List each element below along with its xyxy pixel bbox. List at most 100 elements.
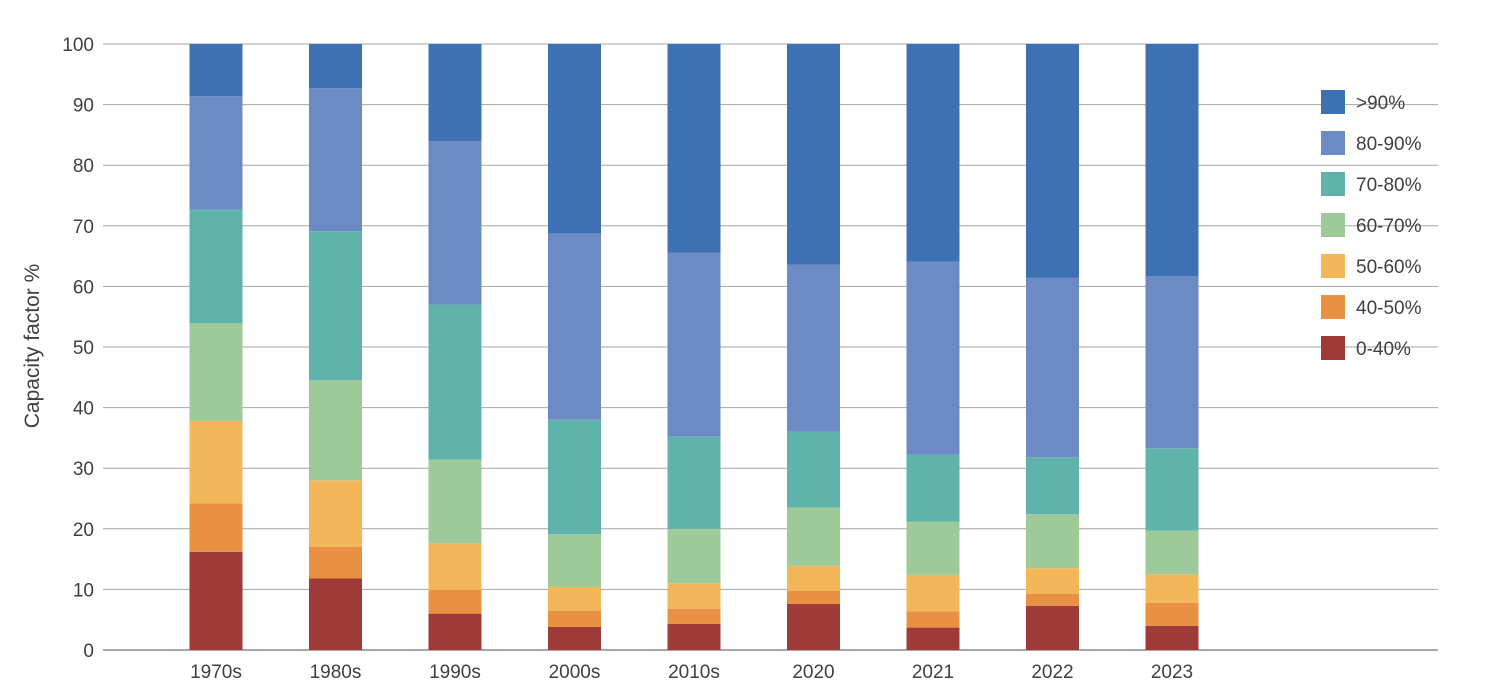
bar-segment bbox=[667, 623, 721, 650]
bar-segment bbox=[1026, 44, 1079, 278]
y-tick-label: 40 bbox=[73, 399, 94, 420]
bars bbox=[189, 44, 1199, 650]
bar-segment bbox=[667, 528, 721, 584]
bar-segment bbox=[906, 44, 960, 262]
bar-segment bbox=[428, 44, 482, 141]
bar-segment bbox=[189, 323, 243, 421]
x-tick-label: 2023 bbox=[1151, 662, 1193, 683]
bar-segment bbox=[906, 261, 960, 455]
x-axis-ticks: 1970s 1980s 1990s 2000s 2010s 2020 2021 2022 202… bbox=[190, 662, 1193, 683]
y-tick-label: 60 bbox=[73, 277, 94, 298]
legend-swatch bbox=[1321, 336, 1345, 360]
bar-segment bbox=[548, 586, 601, 611]
bar-segment bbox=[548, 626, 601, 650]
bar-segment bbox=[1026, 568, 1079, 594]
y-axis-ticks: 0 10 20 30 40 50 60 70 80 90 100 bbox=[62, 35, 94, 662]
bar-segment bbox=[667, 436, 721, 529]
legend-label: 40-50% bbox=[1356, 298, 1422, 319]
y-axis-title: Capacity factor % bbox=[21, 264, 44, 429]
bar-segment bbox=[787, 507, 840, 566]
legend-label: >90% bbox=[1356, 93, 1405, 114]
bar-segment bbox=[787, 590, 840, 604]
bar-segment bbox=[189, 551, 243, 650]
y-tick-label: 20 bbox=[73, 520, 94, 541]
legend-swatch bbox=[1321, 254, 1345, 278]
bar-segment bbox=[1145, 44, 1199, 277]
legend-swatch bbox=[1321, 295, 1345, 319]
bar-segment bbox=[189, 96, 243, 210]
bar-segment bbox=[428, 140, 482, 305]
bar-segment bbox=[189, 44, 243, 97]
bar-segment bbox=[787, 431, 840, 508]
y-tick-label: 80 bbox=[73, 156, 94, 177]
bar-segment bbox=[1026, 605, 1079, 650]
x-tick-label: 2020 bbox=[792, 662, 834, 683]
bar-segment bbox=[906, 574, 960, 612]
bar-segment bbox=[548, 44, 601, 234]
y-tick-label: 30 bbox=[73, 459, 94, 480]
bar-segment bbox=[309, 546, 362, 579]
bar-segment bbox=[1145, 574, 1199, 603]
bar-segment bbox=[906, 627, 960, 650]
legend-label: 50-60% bbox=[1356, 257, 1422, 278]
bar-segment bbox=[309, 88, 362, 232]
x-tick-label: 2021 bbox=[912, 662, 954, 683]
y-tick-label: 90 bbox=[73, 96, 94, 117]
y-tick-label: 0 bbox=[83, 641, 94, 662]
bar-segment bbox=[189, 209, 243, 324]
bar-segment bbox=[309, 380, 362, 481]
y-tick-label: 100 bbox=[62, 35, 94, 56]
bar-segment bbox=[428, 304, 482, 460]
legend-label: 60-70% bbox=[1356, 216, 1422, 237]
x-tick-label: 1990s bbox=[429, 662, 481, 683]
x-tick-label: 2010s bbox=[668, 662, 720, 683]
bar-segment bbox=[1026, 457, 1079, 515]
legend-swatch bbox=[1321, 172, 1345, 196]
bar-segment bbox=[1145, 530, 1199, 575]
x-tick-label: 1980s bbox=[310, 662, 362, 683]
bar-segment bbox=[906, 454, 960, 522]
bar-segment bbox=[1145, 602, 1199, 626]
bar-segment bbox=[309, 231, 362, 381]
bar-segment bbox=[787, 603, 840, 650]
bar-segment bbox=[548, 419, 601, 535]
bar-segment bbox=[906, 611, 960, 628]
x-tick-label: 1970s bbox=[190, 662, 242, 683]
legend-swatch bbox=[1321, 131, 1345, 155]
bar-segment bbox=[309, 480, 362, 547]
legend-swatch bbox=[1321, 90, 1345, 114]
bar-segment bbox=[548, 534, 601, 587]
bar-segment bbox=[309, 44, 362, 89]
bar-segment bbox=[787, 264, 840, 432]
legend-label: 70-80% bbox=[1356, 175, 1422, 196]
bar-segment bbox=[1145, 448, 1199, 531]
legend-swatch bbox=[1321, 213, 1345, 237]
x-tick-label: 2022 bbox=[1031, 662, 1073, 683]
legend-label: 0-40% bbox=[1356, 339, 1411, 360]
x-tick-label: 2000s bbox=[549, 662, 601, 683]
y-tick-label: 50 bbox=[73, 338, 94, 359]
bar-segment bbox=[428, 613, 482, 650]
legend-label: 80-90% bbox=[1356, 134, 1422, 155]
bar-segment bbox=[667, 608, 721, 624]
legend: >90% 80-90% 70-80% 60-70% 50-60% 40-50% 0-40% bbox=[1321, 90, 1422, 360]
bar-segment bbox=[189, 503, 243, 552]
bar-segment bbox=[1145, 276, 1199, 449]
bar-segment bbox=[1026, 593, 1079, 606]
bar-segment bbox=[428, 459, 482, 544]
bar-segment bbox=[667, 44, 721, 253]
bar-segment bbox=[906, 521, 960, 575]
bar-segment bbox=[787, 44, 840, 265]
bar-segment bbox=[189, 420, 243, 504]
y-tick-label: 70 bbox=[73, 217, 94, 238]
bar-segment bbox=[667, 252, 721, 437]
bar-segment bbox=[667, 583, 721, 609]
bar-segment bbox=[548, 610, 601, 627]
bar-segment bbox=[1026, 277, 1079, 458]
gridlines bbox=[103, 43, 1438, 651]
bar-segment bbox=[428, 590, 482, 614]
y-tick-label: 10 bbox=[73, 580, 94, 601]
bar-segment bbox=[548, 233, 601, 420]
bar-segment bbox=[1145, 625, 1199, 650]
